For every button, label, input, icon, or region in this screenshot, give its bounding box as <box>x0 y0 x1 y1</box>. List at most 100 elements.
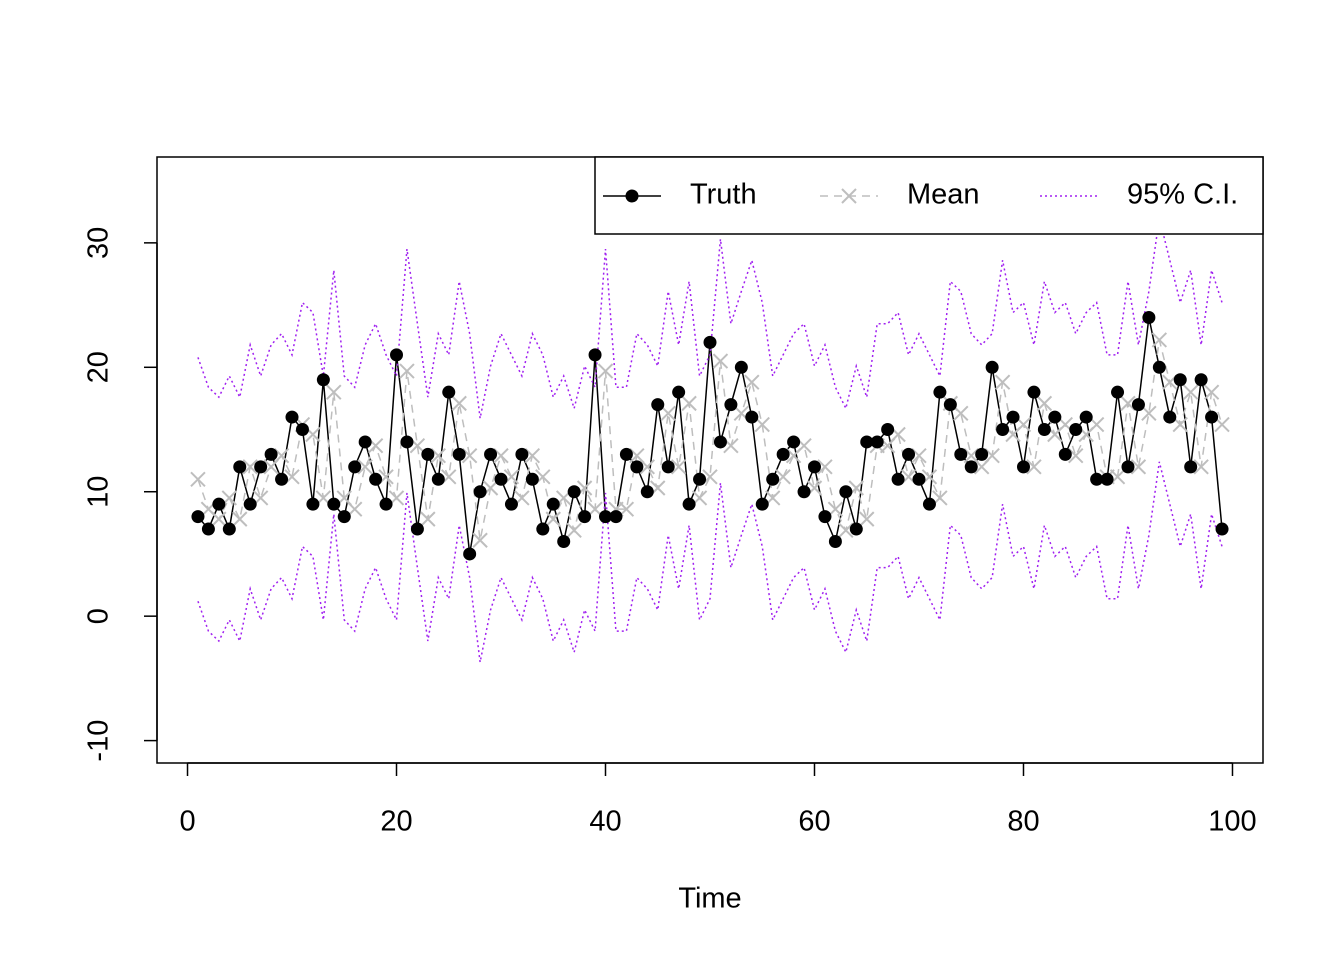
truth-point <box>1048 410 1062 424</box>
mean-cross <box>1036 395 1053 412</box>
truth-point <box>525 472 539 486</box>
mean-marker <box>493 447 509 464</box>
truth-point <box>191 510 205 524</box>
mean-marker <box>1151 332 1168 348</box>
legend-label: Truth <box>690 179 757 211</box>
ci-line <box>197 461 1223 663</box>
truth-point <box>661 460 675 474</box>
mean-cross <box>670 459 687 475</box>
truth-point <box>870 435 884 449</box>
truth-point <box>807 460 821 474</box>
series-line <box>197 339 1223 541</box>
truth-point <box>713 435 727 449</box>
truth-point <box>881 423 895 437</box>
truth-point <box>651 398 665 412</box>
mean-cross <box>911 447 927 464</box>
mean-cross <box>242 459 258 475</box>
legend-marker <box>625 189 639 203</box>
truth-point <box>243 497 257 511</box>
mean-marker <box>211 511 227 527</box>
mean-marker <box>639 459 656 475</box>
mean-cross <box>1120 395 1136 412</box>
truth-point <box>964 460 978 474</box>
truth-point <box>975 447 989 461</box>
truth-point <box>410 522 424 536</box>
mean-cross <box>712 353 729 369</box>
mean-marker <box>399 363 415 379</box>
truth-point <box>734 360 748 374</box>
mean-marker <box>984 447 1000 464</box>
mean-cross <box>597 363 614 379</box>
truth-point <box>1027 385 1041 399</box>
truth-point <box>609 510 623 524</box>
mean-cross <box>953 405 969 422</box>
truth-point <box>358 435 372 449</box>
truth-point <box>599 510 613 524</box>
mean-marker <box>1182 384 1199 400</box>
truth-point <box>463 547 477 561</box>
mean-cross <box>1026 459 1042 475</box>
truth-point <box>1058 447 1072 461</box>
truth-point <box>818 510 832 524</box>
truth-point <box>327 497 341 511</box>
mean-cross <box>232 511 248 527</box>
mean-marker <box>472 532 488 548</box>
mean-marker <box>660 405 676 422</box>
truth-point <box>421 447 435 461</box>
truth-point <box>536 522 550 536</box>
y-tick-label: 30 <box>83 227 115 259</box>
mean-marker <box>190 471 206 487</box>
truth-point <box>1163 410 1177 424</box>
truth-point <box>337 510 351 524</box>
mean-marker <box>744 374 760 390</box>
x-tick-label: 100 <box>1208 806 1256 838</box>
truth-point <box>316 373 330 387</box>
truth-point <box>1100 472 1114 486</box>
truth-point <box>400 435 414 449</box>
truth-point <box>442 385 456 399</box>
truth-point <box>348 460 362 474</box>
mean-cross <box>399 363 415 379</box>
mean-marker <box>451 395 467 412</box>
x-axis-label: Time <box>678 883 741 915</box>
truth-point <box>766 472 780 486</box>
mean-cross <box>817 459 833 475</box>
truth-point <box>275 472 289 486</box>
truth-point <box>515 447 529 461</box>
mean-cross <box>984 447 1000 464</box>
mean-marker <box>681 395 697 412</box>
truth-point <box>390 348 404 362</box>
mean-marker <box>242 459 258 475</box>
mean-cross <box>838 522 854 539</box>
truth-point <box>745 410 759 424</box>
mean-cross <box>493 447 509 464</box>
mean-cross <box>681 395 697 412</box>
truth-point <box>693 472 707 486</box>
mean-cross <box>660 405 676 422</box>
truth-point <box>640 485 654 499</box>
mean-cross <box>211 511 227 527</box>
truth-point <box>557 535 571 549</box>
truth-point <box>682 497 696 511</box>
mean-marker <box>1026 459 1042 475</box>
truth-point <box>546 497 560 511</box>
mean-cross <box>1182 384 1199 400</box>
truth-point <box>703 335 717 349</box>
mean-cross <box>190 471 206 487</box>
truth-point <box>494 472 508 486</box>
mean-cross <box>859 511 875 527</box>
truth-point <box>1173 373 1187 387</box>
truth-point <box>1069 423 1083 437</box>
truth-point <box>1090 472 1104 486</box>
x-tick-label: 0 <box>179 806 195 838</box>
truth-point <box>630 460 644 474</box>
mean-cross <box>326 384 342 400</box>
truth-point <box>672 385 686 399</box>
truth-point <box>1016 460 1030 474</box>
mean-cross <box>994 374 1011 390</box>
y-tick-label: 0 <box>83 608 115 624</box>
mean-cross <box>273 447 290 464</box>
truth-point <box>254 460 268 474</box>
legend-box <box>594 156 1264 235</box>
